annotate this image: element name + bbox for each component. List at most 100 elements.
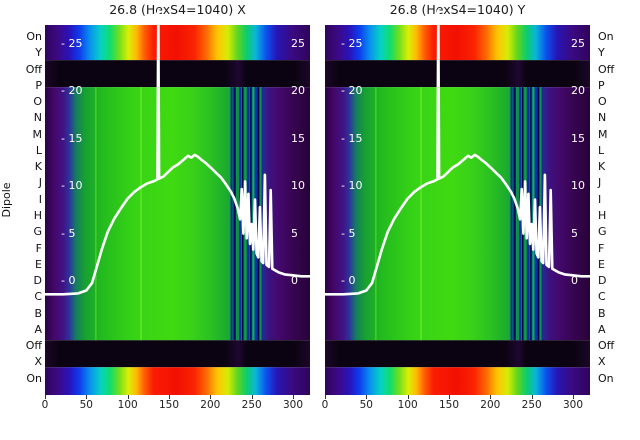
row-label-left: M xyxy=(32,127,43,141)
row-label-left: On xyxy=(26,371,42,385)
x-tick-label: 100 xyxy=(117,399,138,411)
x-tick-mark xyxy=(366,395,368,399)
value-tick-label-right: 20 xyxy=(571,84,585,98)
row-label-left: L xyxy=(35,143,42,157)
row-label-right: L xyxy=(598,143,605,157)
value-tick-label-right: 10 xyxy=(571,179,585,193)
band-on-top xyxy=(325,25,590,61)
x-tick-mark xyxy=(86,395,88,399)
x-tick-label: 150 xyxy=(158,399,180,411)
x-tick-label: 50 xyxy=(359,399,373,411)
value-tick-label-left: - 10 xyxy=(341,179,363,193)
row-label-right: M xyxy=(598,127,608,141)
row-label-left: K xyxy=(34,160,42,174)
x-tick-mark xyxy=(407,395,409,399)
x-tick-label: 0 xyxy=(321,399,329,411)
row-label-right: On xyxy=(598,30,614,43)
heatmap-stripe xyxy=(530,87,532,341)
row-label-left: D xyxy=(33,274,42,287)
value-tick-label-right: 15 xyxy=(571,131,585,145)
value-tick-label-left: - 25 xyxy=(61,36,83,50)
x-tick-mark xyxy=(127,395,129,399)
value-tick-label-right: 20 xyxy=(291,84,305,98)
row-label-right: J xyxy=(598,176,602,190)
value-tick-label-right: 5 xyxy=(291,226,298,240)
heatmap-stripe xyxy=(250,87,252,341)
x-tick-mark xyxy=(169,395,170,399)
row-label-right: G xyxy=(598,225,607,239)
value-tick-label-right: 10 xyxy=(291,179,305,193)
x-tick-label: 200 xyxy=(200,399,221,411)
row-label-left: Y xyxy=(35,46,42,60)
dipole-curve xyxy=(43,9,311,296)
row-label-right: O xyxy=(598,95,607,109)
x-tick-label: 100 xyxy=(397,399,418,411)
heatmap-stripe xyxy=(510,87,513,341)
heatmap-stripe xyxy=(95,87,97,341)
x-tick-mark xyxy=(449,395,450,399)
value-tick-label-left: - 20 xyxy=(341,84,363,98)
row-label-right: Y xyxy=(598,46,605,60)
row-label-right: B xyxy=(598,306,606,320)
row-label-right: A xyxy=(598,322,606,336)
row-label-right: D xyxy=(598,274,607,287)
plot-title-x: 26.8 (HexS4=1040) X xyxy=(109,2,246,17)
band-off-top xyxy=(325,60,590,88)
value-tick-label-right: 25 xyxy=(291,36,305,50)
x-tick-label: 250 xyxy=(241,399,262,411)
heatmap-stripe xyxy=(236,87,239,341)
row-label-right: Off xyxy=(598,339,615,353)
heatmap-stripe xyxy=(537,87,540,341)
value-tick-label-left: - 10 xyxy=(61,179,83,193)
row-label-right: E xyxy=(598,257,605,271)
row-label-right: N xyxy=(598,111,607,125)
x-tick-mark xyxy=(293,395,294,399)
x-tick-mark xyxy=(573,395,574,399)
band-on-bottom xyxy=(45,367,310,395)
row-label-left: J xyxy=(38,176,42,190)
value-tick-label-left: - 15 xyxy=(341,131,363,145)
row-label-right: P xyxy=(598,78,605,92)
value-tick-label-right: 5 xyxy=(571,226,578,240)
band-off-bottom xyxy=(45,340,310,368)
row-label-left: C xyxy=(34,290,42,304)
row-label-left: Off xyxy=(25,62,42,76)
heatmap-plot-y xyxy=(323,9,591,395)
x-tick-label: 150 xyxy=(438,399,460,411)
row-label-left: F xyxy=(35,241,42,255)
heatmap-stripe xyxy=(420,87,422,341)
row-label-left: I xyxy=(38,192,42,206)
row-label-right: Off xyxy=(598,62,615,76)
row-label-left: G xyxy=(33,225,42,239)
heatmap-plot-x xyxy=(43,9,311,395)
row-label-right: C xyxy=(598,290,606,304)
value-tick-label-left: - 0 xyxy=(341,274,356,287)
value-tick-label-left: - 5 xyxy=(61,226,76,240)
x-tick-mark xyxy=(490,395,492,399)
heatmap-stripe xyxy=(257,87,260,341)
y-axis-label: Dipole xyxy=(0,182,13,218)
band-off-top xyxy=(45,60,310,88)
value-tick-label-left: - 20 xyxy=(61,84,83,98)
x-tick-label: 250 xyxy=(521,399,542,411)
heatmap-stripe xyxy=(140,87,142,341)
row-label-left: Off xyxy=(25,339,42,353)
value-tick-label-right: 0 xyxy=(571,274,578,287)
value-tick-label-left: - 15 xyxy=(61,131,83,145)
row-label-left: P xyxy=(35,78,42,92)
heatmap-stripe xyxy=(375,87,377,341)
x-tick-label: 300 xyxy=(562,399,584,411)
band-off-bottom xyxy=(325,340,590,368)
value-tick-label-right: 15 xyxy=(291,131,305,145)
x-tick-mark xyxy=(531,395,533,399)
value-tick-label-left: - 0 xyxy=(61,274,76,287)
row-label-right: X xyxy=(598,355,606,369)
band-on-bottom xyxy=(325,367,590,395)
x-tick-label: 0 xyxy=(41,399,49,411)
x-tick-mark xyxy=(325,395,326,399)
row-label-left: H xyxy=(33,209,42,222)
row-label-left: On xyxy=(26,30,42,43)
heatmap-stripe xyxy=(233,87,236,341)
band-on-top xyxy=(45,25,310,61)
